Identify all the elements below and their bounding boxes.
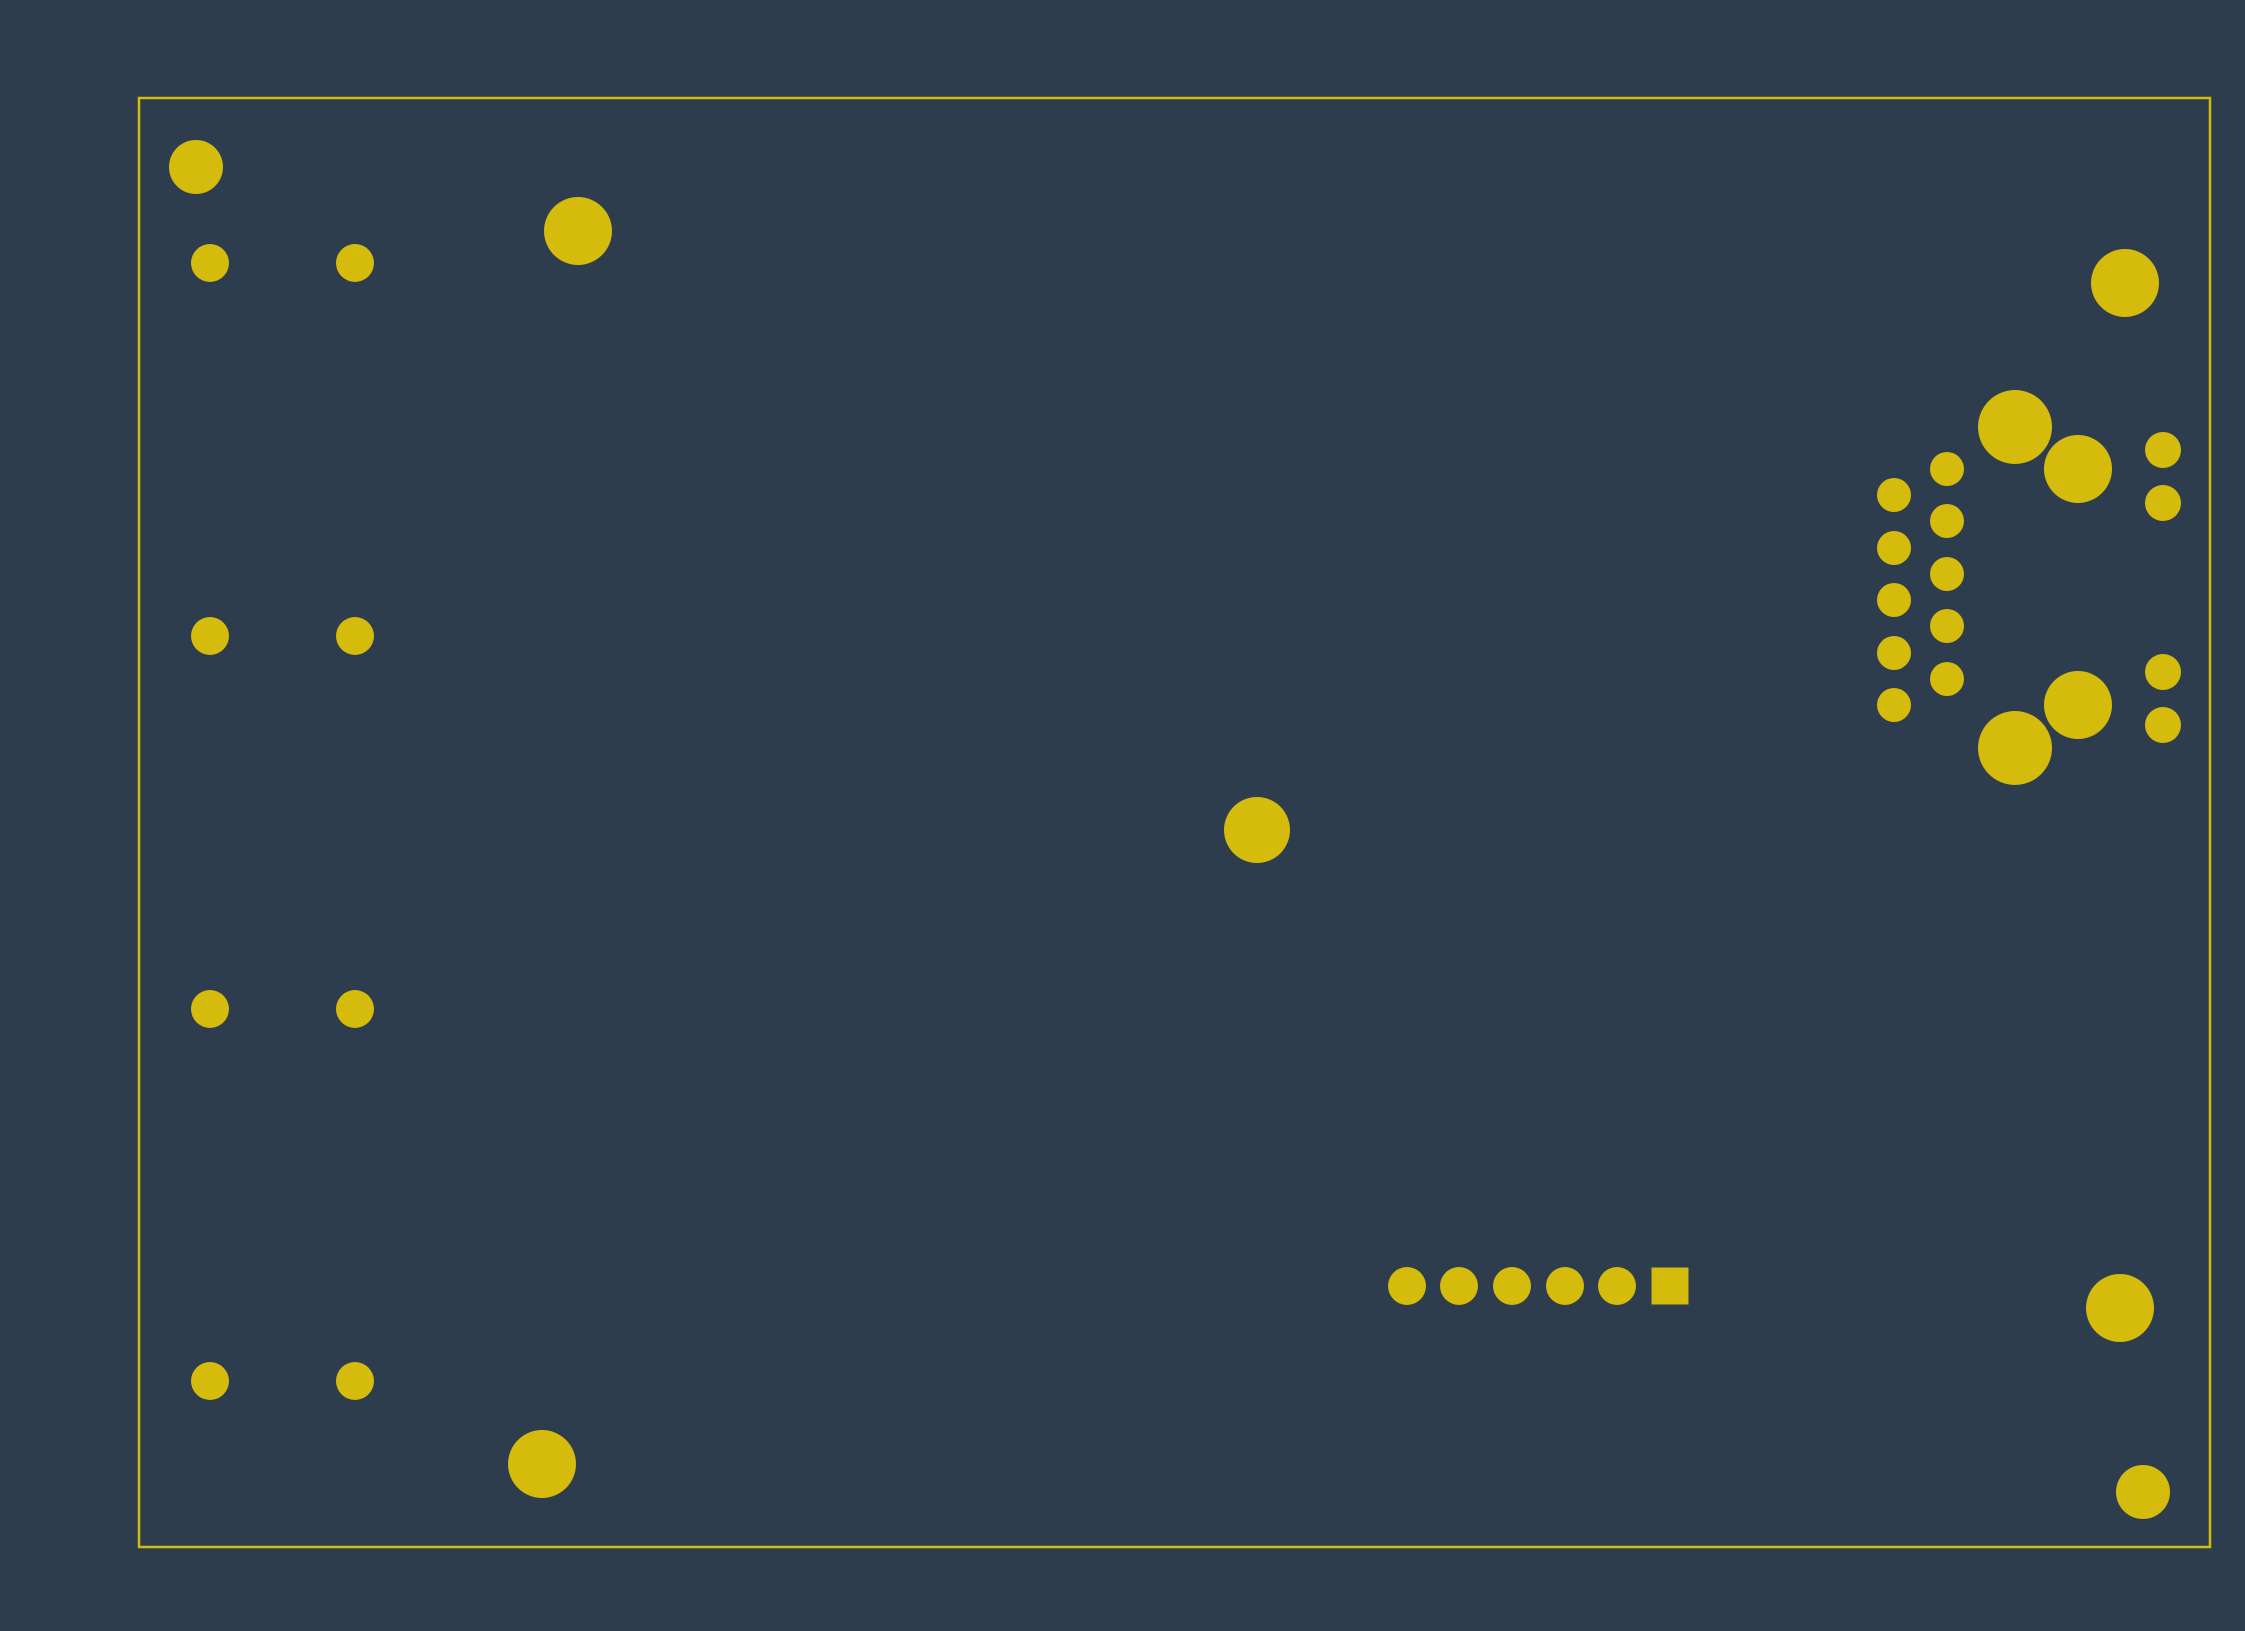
rj45-jack-led-pin [2145, 654, 2181, 690]
rj45-jack-shield-pin [2044, 671, 2112, 739]
left-pad-array-pad [336, 244, 374, 282]
pad-layer [169, 140, 2181, 1519]
rj45-jack-signal-pin [1877, 531, 1911, 565]
connector-pin-header-pad [1440, 1267, 1478, 1305]
rj45-jack-signal-pin [1930, 452, 1964, 486]
rj45-jack-led-pin [2145, 485, 2181, 521]
rj45-jack-signal-pin [1877, 636, 1911, 670]
connector-pin-1-square-pad [1651, 1267, 1689, 1305]
left-pad-array-pad [191, 990, 229, 1028]
rj45-jack-shield-pin [1978, 711, 2052, 785]
rj45-jack-shield-pin [2044, 435, 2112, 503]
mounting-hole-bottom-right [2086, 1274, 2154, 1342]
rj45-jack-signal-pin [1930, 504, 1964, 538]
rj45-jack-signal-pin [1930, 557, 1964, 591]
connector-pin-header-pad [1598, 1267, 1636, 1305]
left-pad-array-pad [191, 244, 229, 282]
left-pad-array-pad [336, 1362, 374, 1400]
connector-pin-header-pad [1388, 1267, 1426, 1305]
left-pad-array-pad [336, 617, 374, 655]
mounting-hole-top [544, 197, 612, 265]
rj45-jack-signal-pin [1930, 662, 1964, 696]
rj45-jack-led-pin [2145, 707, 2181, 743]
connector-pin-header-pad [1493, 1267, 1531, 1305]
mounting-hole-top-right [2091, 249, 2159, 317]
rj45-jack-signal-pin [1877, 478, 1911, 512]
rj45-jack-shield-pin [1978, 390, 2052, 464]
left-pad-array-pad [191, 1362, 229, 1400]
mounting-hole-center [1224, 797, 1290, 863]
rj45-jack-signal-pin [1877, 583, 1911, 617]
mounting-hole-top-left [169, 140, 223, 194]
connector-pin-header-pad [1546, 1267, 1584, 1305]
mounting-hole-bottom [508, 1430, 576, 1498]
board-outline [137, 96, 2212, 1549]
rj45-jack-signal-pin [1930, 609, 1964, 643]
left-pad-array-pad [336, 990, 374, 1028]
rj45-jack-led-pin [2145, 432, 2181, 468]
rj45-jack-signal-pin [1877, 688, 1911, 722]
left-pad-array-pad [191, 617, 229, 655]
mounting-hole-corner-bottom-right [2116, 1465, 2170, 1519]
